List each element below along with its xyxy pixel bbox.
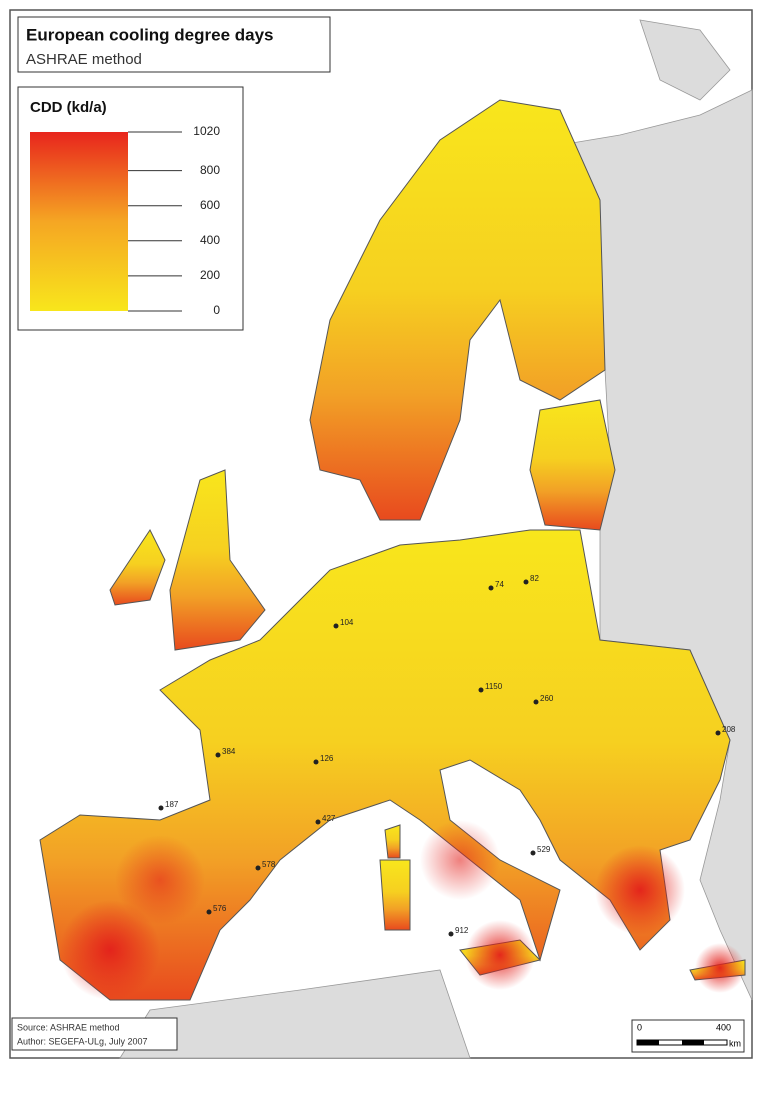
city-value: 1150	[485, 682, 503, 691]
legend-tick-label: 1020	[193, 124, 220, 138]
legend-color-bar	[30, 132, 128, 311]
city-dot	[533, 699, 539, 705]
city-value: 104	[340, 618, 354, 627]
city-value: 187	[165, 800, 179, 809]
city-dot	[206, 909, 212, 915]
city-dot	[523, 579, 529, 585]
hot-spots	[60, 820, 745, 1000]
city-value: 427	[322, 814, 336, 823]
city-value: 529	[537, 845, 551, 854]
scale-bar-segment	[637, 1040, 659, 1045]
legend-tick-label: 400	[200, 233, 220, 247]
scale-end: 400	[716, 1022, 731, 1032]
city-value: 384	[222, 747, 236, 756]
scale-box	[631, 1019, 745, 1053]
city-dot	[255, 865, 261, 871]
city-value: 576	[213, 904, 227, 913]
legend: 0 200 400 600 800 1020	[30, 124, 220, 317]
city-value: 82	[530, 574, 539, 583]
legend-title: CDD (kd/a)	[30, 99, 107, 116]
title: European cooling degree days	[26, 25, 274, 44]
city-labels: 912 578 187 208 529 1150 427 260 384 576 126 104 82 7…	[158, 574, 736, 937]
source: Source: ASHRAE method	[17, 1022, 120, 1032]
city-value: 74	[495, 580, 504, 589]
city-dot	[315, 819, 321, 825]
city-dot	[158, 805, 164, 811]
city-dot	[313, 759, 319, 765]
city-dot	[333, 623, 339, 629]
scale-bar-segment	[682, 1040, 704, 1045]
scale-unit: km	[729, 1038, 741, 1048]
city-value: 578	[262, 860, 276, 869]
city-dot	[215, 752, 221, 758]
city-dot	[448, 931, 454, 937]
author: Author: SEGEFA-ULg, July 2007	[17, 1036, 148, 1046]
city-dot	[478, 687, 484, 693]
city-value: 912	[455, 926, 469, 935]
city-dot	[530, 850, 536, 856]
city-value: 260	[540, 694, 554, 703]
subtitle: ASHRAE method	[26, 51, 142, 68]
city-dot	[715, 730, 721, 736]
legend-tick-label: 0	[213, 303, 220, 317]
legend-tick-label: 600	[200, 198, 220, 212]
source-box	[11, 1017, 178, 1051]
city-dot	[488, 585, 494, 591]
scale-start: 0	[637, 1022, 642, 1032]
legend-tick-label: 200	[200, 268, 220, 282]
city-value: 208	[722, 725, 736, 734]
legend-tick-label: 800	[200, 163, 220, 177]
city-value: 126	[320, 754, 334, 763]
title-box	[17, 16, 331, 73]
